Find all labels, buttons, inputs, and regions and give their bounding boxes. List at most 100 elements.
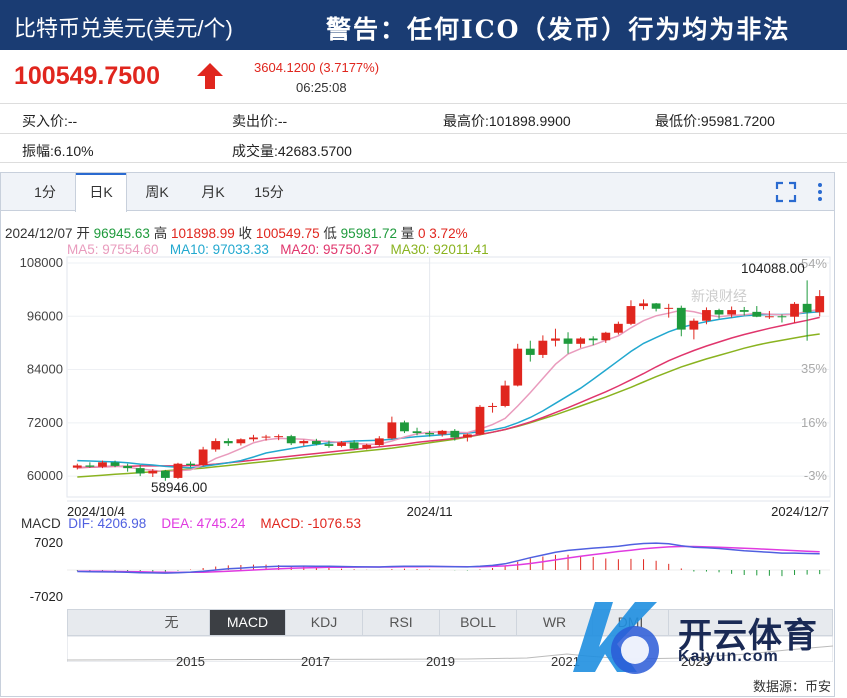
y-tick-label: 84000: [27, 362, 63, 377]
indicator-kdj[interactable]: KDJ: [286, 610, 363, 635]
pct-tick-label: 35%: [801, 361, 827, 376]
ma20-legend: MA20: 95750.37: [280, 242, 380, 257]
candle-body: [299, 441, 309, 444]
candle-body: [374, 438, 384, 446]
low-value: 95981.72: [340, 226, 397, 241]
kaiyun-logo-icon: [573, 602, 659, 674]
candle-body: [173, 463, 183, 478]
dif-line: [77, 542, 820, 574]
fullscreen-icon[interactable]: [775, 181, 797, 203]
max-price-label: 104088.00: [741, 261, 805, 276]
data-source: 数据源：币安: [752, 679, 831, 694]
header-bar: 比特币兑美元(美元/个) 警告：任何ICO（发币）行为均为非法: [0, 0, 847, 50]
quote-time: 06:25:08: [296, 80, 347, 95]
candle-body: [551, 338, 560, 341]
candle-body: [777, 316, 787, 318]
tab-daily[interactable]: 日K: [75, 173, 127, 212]
history-navigator[interactable]: [67, 636, 833, 662]
candle-body: [576, 338, 586, 344]
period-tabs: 1分 日K 周K 月K 15分: [1, 173, 834, 212]
candle-body: [349, 442, 359, 449]
tab-weekly[interactable]: 周K: [145, 184, 169, 200]
candle-body: [500, 385, 510, 406]
tab-monthly[interactable]: 月K: [201, 184, 225, 200]
year-2015: 2015: [176, 654, 205, 669]
pair-title: 比特币兑美元(美元/个): [14, 16, 233, 41]
watermark-url: Kaiyun.com: [678, 648, 779, 665]
pct-tick-label: -3%: [804, 468, 828, 483]
tab-15min[interactable]: 15分: [254, 184, 284, 200]
macd-tick-label: -7020: [30, 589, 63, 604]
candle-body: [186, 463, 195, 466]
macd-title: MACD: [21, 516, 61, 531]
y-tick-label: 96000: [27, 308, 63, 323]
ask-price: 卖出价:--: [232, 113, 288, 129]
open-label: 开: [76, 226, 90, 241]
candle-body: [261, 436, 271, 438]
candle-body: [425, 433, 435, 435]
year-2017: 2017: [301, 654, 330, 669]
candle-body: [702, 310, 711, 321]
macd-legend: MACD DIF: 4206.98 DEA: 4745.24 MACD: -10…: [21, 516, 361, 531]
low-price: 最低价:95981.7200: [655, 113, 775, 129]
sina-watermark: 新浪财经: [691, 288, 747, 304]
ma-legend: MA5: 97554.60 MA10: 97033.33 MA20: 95750…: [67, 242, 489, 257]
ohlc-date: 2024/12/07: [5, 226, 73, 241]
candle-body: [462, 434, 472, 438]
ohlc-line: 2024/12/07 开 96945.63 高 101898.99 收 1005…: [5, 222, 468, 242]
low-label: 低: [323, 226, 337, 241]
ma5-line: [77, 308, 820, 473]
candle-body: [676, 307, 686, 330]
candle-body: [198, 449, 208, 466]
indicator-macd[interactable]: MACD: [210, 610, 286, 635]
watermark-brand: 开云体育: [678, 617, 818, 655]
candle-body: [664, 307, 674, 309]
min-price-label: 58946.00: [151, 480, 207, 495]
tab-1min[interactable]: 1分: [34, 184, 56, 200]
vol-value: 0: [418, 226, 426, 241]
indicator-boll[interactable]: BOLL: [440, 610, 517, 635]
candle-body: [274, 436, 284, 438]
x-axis-label: 2024/12/7: [771, 504, 829, 519]
x-axis-label: 2024/11: [407, 504, 453, 519]
pct-value: 3.72%: [429, 226, 468, 241]
candle-body: [249, 437, 258, 440]
indicator-none[interactable]: 无: [134, 610, 210, 635]
candle-body: [110, 462, 120, 466]
indicator-rsi[interactable]: RSI: [363, 610, 440, 635]
candle-body: [400, 422, 409, 432]
y-tick-label: 108000: [20, 255, 63, 270]
candle-body: [337, 442, 346, 446]
macd-tick-label: 7020: [34, 535, 63, 550]
up-arrow-icon: [197, 63, 223, 89]
candle-body: [85, 465, 95, 467]
ma5-legend: MA5: 97554.60: [67, 242, 159, 257]
candle-body: [525, 348, 535, 355]
dea-legend: DEA: 4745.24: [161, 516, 246, 531]
candle-body: [626, 306, 636, 324]
candle-body: [148, 470, 158, 474]
candle-body: [651, 303, 661, 309]
stats-row-2: 振幅:6.10% 成交量:42683.5700: [0, 133, 847, 163]
more-menu-icon[interactable]: [809, 181, 831, 203]
ma30-line: [77, 333, 820, 478]
indicator-tabs: 无 MACD KDJ RSI BOLL WR DMI: [67, 609, 833, 636]
candle-body: [739, 310, 749, 312]
candle-body: [135, 468, 145, 474]
dif-legend: DIF: 4206.98: [68, 516, 147, 531]
candle-body: [752, 311, 762, 317]
bid-price: 买入价:--: [22, 113, 78, 129]
candle-body: [764, 316, 774, 318]
candle-body: [387, 422, 397, 439]
stats-row-1: 买入价:-- 卖出价:-- 最高价:101898.9900 最低价:95981.…: [0, 103, 847, 133]
high-label: 高: [153, 226, 168, 241]
candle-body: [601, 332, 611, 341]
candle-body: [324, 444, 334, 446]
high-price: 最高价:101898.9900: [443, 113, 571, 129]
candle-body: [211, 441, 221, 450]
pct-tick-label: 16%: [801, 415, 827, 430]
candle-body: [513, 348, 523, 386]
ma10-line: [77, 310, 820, 469]
candle-body: [563, 338, 573, 344]
candle-body: [98, 462, 107, 467]
